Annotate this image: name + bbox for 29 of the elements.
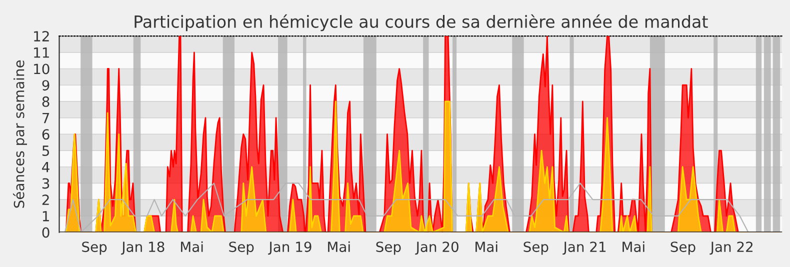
y-tick-label: 12 [34, 31, 49, 42]
x-tick-label: Jan 20 [415, 242, 458, 255]
x-tick-label: Mai [328, 241, 350, 252]
x-tick-label: Mai [181, 241, 203, 252]
x-tick-label: Mai [476, 241, 498, 252]
y-tick-label: 2 [42, 194, 49, 205]
y-tick-label: 1 [42, 211, 49, 222]
x-tick-label: Jan 21 [562, 242, 606, 255]
y-tick-label: 4 [42, 162, 50, 172]
x-tick-label: Sep [82, 242, 107, 255]
x-tick-label: Jan 22 [710, 242, 752, 255]
y-tick-label: 0 [42, 227, 50, 238]
x-tick-label: Sep [670, 242, 696, 255]
x-tick-label: Sep [376, 242, 401, 255]
y-tick-label: 9 [42, 80, 50, 91]
y-tick-label: 7 [42, 112, 50, 124]
chart-title: Participation en hémicycle au cours de sa dernière année de mandat [134, 14, 708, 32]
x-tick-label: Sep [229, 242, 254, 255]
x-tick-label: Jan 19 [268, 242, 312, 255]
x-tick-label: Jan 18 [120, 242, 164, 255]
x-tick-label: Mai [622, 241, 644, 252]
y-tick-label: 11 [34, 48, 49, 58]
y-tick-label: 6 [42, 129, 50, 140]
y-tick-label: 10 [34, 64, 50, 74]
y-tick-label: 5 [42, 146, 50, 156]
y-tick-label: 3 [42, 178, 50, 189]
y-tick-label: 8 [42, 96, 50, 107]
y-axis-title: Séances par semaine [12, 60, 27, 208]
x-tick-label: Sep [524, 242, 548, 255]
